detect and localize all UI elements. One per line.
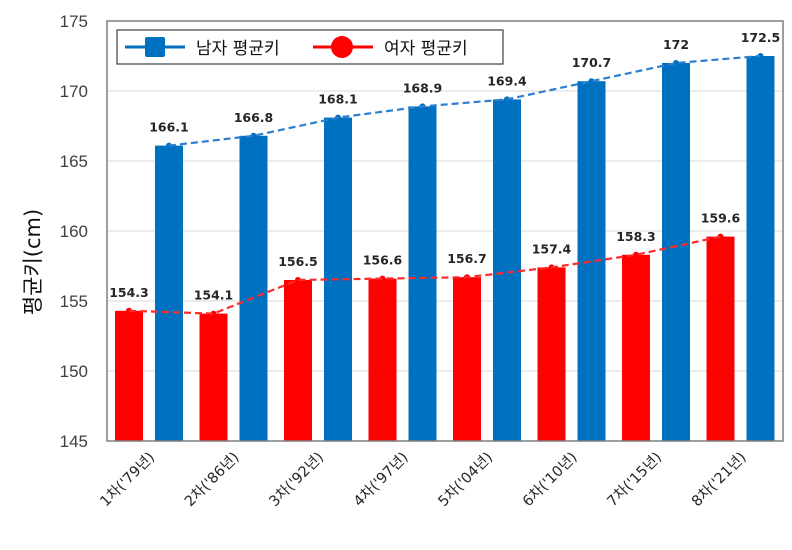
male-bar — [239, 135, 268, 442]
trend-line — [168, 54, 761, 147]
x-category-label: 3차('92년) — [266, 449, 327, 510]
data-point-marker — [250, 132, 257, 139]
value-label: 154.3 — [109, 285, 149, 300]
y-tick-label: 150 — [60, 362, 88, 381]
circle-marker-icon — [331, 36, 353, 58]
data-point-marker — [588, 78, 595, 85]
trend-line — [128, 235, 721, 315]
bars — [115, 56, 775, 442]
value-label: 158.3 — [616, 229, 656, 244]
value-label: 170.7 — [572, 55, 612, 70]
male-bar — [662, 63, 690, 441]
value-label: 156.6 — [363, 253, 403, 268]
x-category-label: 8차('21년) — [688, 449, 749, 510]
x-category-label: 4차('97년) — [350, 449, 411, 510]
value-label: 157.4 — [532, 241, 572, 256]
female-bar — [453, 277, 481, 441]
y-axis-label: 평균키(cm) — [21, 209, 45, 315]
male-bar — [746, 56, 775, 441]
data-point-marker — [295, 277, 301, 283]
y-tick-label: 165 — [60, 152, 88, 171]
female-bar — [284, 280, 312, 441]
value-label: 168.1 — [318, 92, 358, 107]
male-bar — [493, 99, 521, 442]
value-label: 156.7 — [447, 251, 487, 266]
male-bar — [408, 106, 437, 442]
x-category-label: 1차('79년) — [97, 449, 158, 510]
legend-label-female: 여자 평균키 — [384, 39, 468, 59]
square-marker-icon — [145, 37, 165, 57]
data-point-marker — [673, 60, 679, 66]
female-bar — [622, 254, 650, 441]
value-label: 156.5 — [278, 254, 318, 269]
x-axis-categories: 1차('79년) 2차('86년) 3차('92년) 4차('97년) 5차('04년)… — [97, 449, 750, 510]
data-point-marker — [633, 251, 639, 258]
y-tick-label: 175 — [60, 12, 88, 31]
y-tick-label: 155 — [60, 292, 88, 311]
male-bar — [577, 81, 606, 441]
value-labels: 154.3 154.1 156.5 156.6 156.7 157.4 158.3 159.6… — [109, 30, 780, 303]
value-label: 154.1 — [194, 288, 234, 303]
female-bar — [115, 310, 143, 441]
data-point-marker — [717, 233, 724, 240]
x-category-label: 5차('04년) — [435, 449, 496, 510]
legend-item-male: 남자 평균키 — [125, 37, 280, 59]
y-tick-label: 145 — [60, 432, 88, 451]
legend-item-female: 여자 평균키 — [313, 36, 468, 59]
y-tick-label: 170 — [60, 82, 88, 101]
x-category-label: 6차('10년) — [519, 449, 580, 510]
female-bar — [706, 236, 735, 441]
plot-area-border — [106, 20, 784, 442]
legend-label-male: 남자 평균키 — [196, 39, 280, 59]
male-bar — [155, 145, 183, 441]
value-label: 166.8 — [234, 110, 274, 125]
legend: 남자 평균키 여자 평균키 — [116, 29, 504, 65]
female-bar — [537, 267, 566, 441]
value-label: 172 — [663, 37, 689, 52]
value-label: 172.5 — [741, 30, 781, 45]
value-label: 159.6 — [701, 211, 741, 226]
value-label: 169.4 — [487, 73, 527, 88]
value-label: 168.9 — [403, 80, 443, 95]
female-bar — [199, 313, 228, 441]
y-axis-ticks: 145 150 155 160 165 170 175 — [60, 12, 88, 451]
y-tick-label: 160 — [60, 222, 88, 241]
value-label: 166.1 — [149, 120, 189, 135]
x-category-label: 7차('15년) — [604, 449, 665, 510]
trend-lines — [126, 53, 764, 317]
data-point-marker — [210, 310, 217, 317]
female-bar — [368, 278, 397, 441]
x-category-label: 2차('86년) — [181, 449, 242, 510]
